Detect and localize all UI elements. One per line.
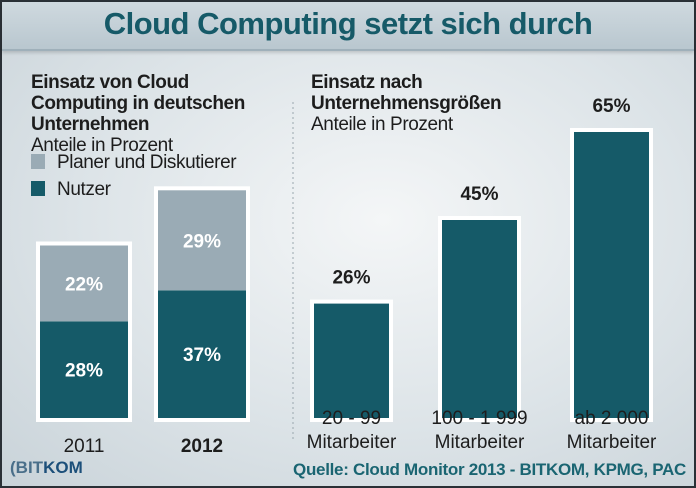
- legend-label-nutzer: Nutzer: [57, 179, 111, 200]
- x-label-size-2-line0: ab 2 000: [575, 408, 649, 429]
- x-label-2012: 2012: [181, 436, 223, 457]
- data-label-size-1: 45%: [460, 184, 498, 205]
- source-note: Quelle: Cloud Monitor 2013 - BITKOM, KPM…: [293, 460, 686, 479]
- chart-title: Cloud Computing setzt sich durch: [103, 6, 593, 41]
- right-subtitle: Anteile in Prozent: [311, 114, 453, 135]
- data-label-2012-planer: 29%: [183, 231, 221, 252]
- data-label-2012-nutzer: 37%: [183, 345, 221, 366]
- data-label-size-2: 65%: [592, 96, 630, 117]
- bitkom-logo: (BITKOM: [10, 458, 83, 477]
- legend-swatch-planer: [31, 154, 45, 169]
- left-title: Einsatz von Cloud Computing in deutschen…: [31, 72, 245, 135]
- left-subtitle: Anteile in Prozent: [31, 135, 173, 156]
- bar-2012-planer: [158, 190, 246, 291]
- x-label-size-0-line0: 20 - 99: [322, 408, 381, 429]
- right-panel-heading: Einsatz nach Unternehmensgrößen Anteile …: [311, 72, 502, 135]
- x-label-2011: 2011: [64, 436, 105, 457]
- legend: Planer und Diskutierer Nutzer: [31, 152, 237, 200]
- data-label-size-0: 26%: [332, 268, 370, 289]
- data-label-2011-planer: 22%: [65, 274, 103, 295]
- x-label-size-0-line1: Mitarbeiter: [307, 432, 397, 453]
- bar-2011-nutzer: [40, 321, 128, 418]
- bar-size-2: [574, 132, 649, 418]
- legend-item-planer: Planer und Diskutierer: [31, 152, 237, 173]
- right-title: Einsatz nach Unternehmensgrößen: [311, 72, 502, 114]
- x-label-size-1-line1: Mitarbeiter: [435, 432, 525, 453]
- legend-label-planer: Planer und Diskutierer: [57, 152, 237, 173]
- bar-size-0: [314, 303, 389, 418]
- bar-2012-nutzer: [158, 290, 246, 418]
- legend-item-nutzer: Nutzer: [31, 179, 236, 200]
- x-label-size-1-line0: 100 - 1 999: [431, 408, 527, 429]
- x-label-size-2-line1: Mitarbeiter: [567, 432, 657, 453]
- header-band: Cloud Computing setzt sich durch: [2, 2, 694, 51]
- left-panel-heading: Einsatz von Cloud Computing in deutschen…: [31, 72, 281, 156]
- legend-swatch-nutzer: [31, 181, 45, 196]
- bar-2011-planer: [40, 245, 128, 322]
- bar-size-1: [442, 220, 517, 418]
- data-label-2011-nutzer: 28%: [65, 361, 103, 382]
